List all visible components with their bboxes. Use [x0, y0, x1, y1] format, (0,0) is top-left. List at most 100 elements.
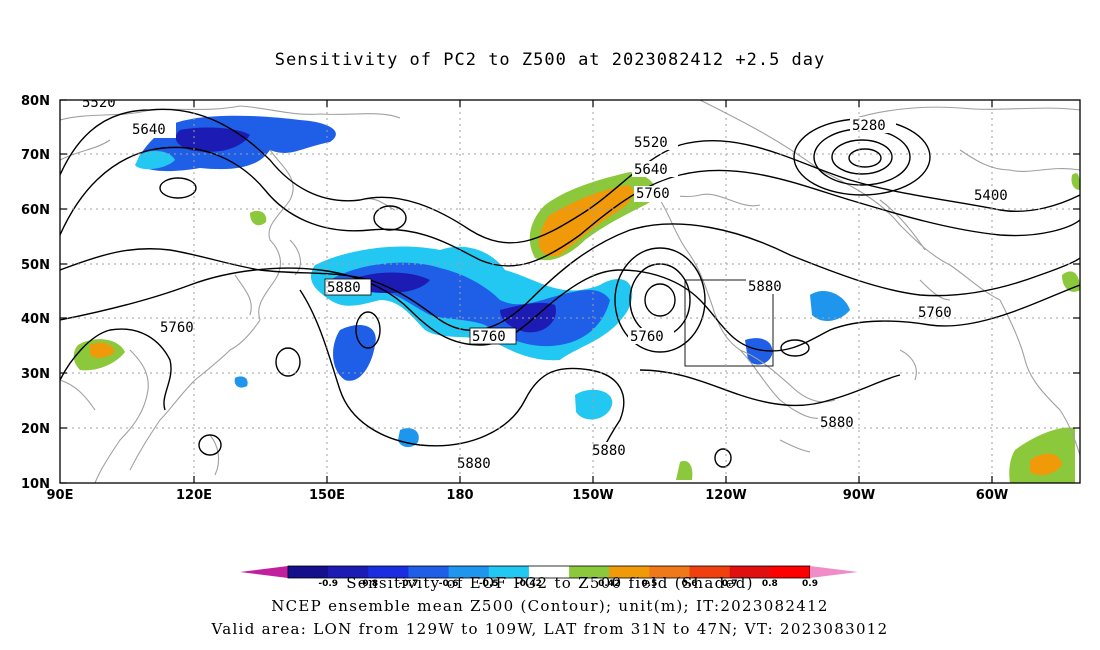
shaded-region-blue: [745, 338, 773, 365]
lat-label: 80N: [21, 94, 50, 109]
colorbar-label: 0.5: [641, 579, 657, 589]
lat-labels: 80N 70N 60N 50N 40N 30N 20N 10N: [21, 94, 50, 492]
colorbar-label: -0.5: [479, 579, 499, 589]
svg-text:5400: 5400: [974, 188, 1008, 204]
colorbar-cell: [368, 566, 409, 578]
contour-label: 5400: [972, 187, 1018, 204]
lat-label: 40N: [21, 312, 50, 327]
colorbar-label: -0.9: [318, 579, 338, 589]
colorbar-cell: [769, 566, 811, 578]
contour-label: 5880: [324, 278, 372, 296]
gridlines: [60, 100, 1080, 483]
svg-text:5760: 5760: [918, 305, 952, 321]
contour-label: 5880: [590, 442, 636, 459]
lon-labels: 90E 120E 150E 180 150W 120W 90W 60W: [47, 488, 1009, 503]
colorbar-cell: [448, 566, 490, 578]
colorbar-label: 0.8: [762, 579, 778, 589]
lat-label: 60N: [21, 203, 50, 218]
shaded-region-green: [676, 460, 693, 480]
colorbar-cell: [408, 566, 450, 578]
axis-ticks: [60, 99, 1080, 484]
shaded-region-green: [250, 210, 267, 226]
colorbar-cell: [569, 566, 610, 578]
svg-text:5880: 5880: [457, 456, 491, 472]
contour-label: 5760: [634, 186, 680, 202]
lon-label: 150E: [309, 488, 345, 503]
shaded-region-green: [1071, 173, 1080, 190]
colorbar-cell: [649, 566, 691, 578]
colorbar-cell: [729, 566, 771, 578]
lat-label: 30N: [21, 367, 50, 382]
colorbar-label: -0.7: [399, 579, 419, 589]
shaded-region-dark-blue: [175, 127, 250, 152]
lon-label: 150W: [572, 488, 613, 503]
svg-text:5640: 5640: [634, 162, 668, 178]
svg-text:5880: 5880: [327, 280, 361, 296]
caption-valid-area: Valid area: LON from 129W to 109W, LAT f…: [211, 620, 889, 638]
shaded-region-light-blue: [135, 150, 175, 170]
colorbar-label: 0.7: [722, 579, 738, 589]
colorbar-arrow-right: [810, 566, 858, 578]
colorbar-cell: [609, 566, 650, 578]
shaded-region-blue: [333, 325, 376, 381]
colorbar-label: -0.42: [516, 579, 542, 589]
z500-contours: [60, 108, 1080, 468]
colorbar-cell: [689, 566, 731, 578]
contour-label: 5520: [632, 134, 678, 151]
lon-label: 90E: [47, 488, 74, 503]
lon-label: 180: [446, 488, 473, 503]
lat-label: 10N: [21, 477, 50, 492]
contour-label: 5760: [158, 319, 204, 336]
caption-contour: NCEP ensemble mean Z500 (Contour); unit(…: [271, 597, 829, 615]
shaded-region-orange: [90, 342, 115, 358]
svg-text:5760: 5760: [160, 320, 194, 336]
contour-labels: 5520 5640 5520 5640 5760 5280 5400 5880 …: [80, 95, 1018, 472]
svg-text:5760: 5760: [630, 329, 664, 345]
shaded-region-blue: [234, 376, 248, 388]
sensitivity-shading: [73, 115, 1080, 483]
shaded-region-orange: [538, 185, 634, 257]
colorbar-cell: [328, 566, 369, 578]
lon-label: 90W: [843, 488, 875, 503]
colorbar-cell: [488, 566, 530, 578]
map-frame: [59, 99, 1081, 484]
contour-label: 5880: [455, 455, 501, 472]
colorbar-label: -0.8: [358, 579, 378, 589]
svg-text:5280: 5280: [852, 118, 886, 134]
svg-text:5880: 5880: [820, 415, 854, 431]
colorbar-cell: [528, 566, 570, 578]
lat-label: 20N: [21, 422, 50, 437]
contour-label: 5880: [818, 414, 864, 431]
shaded-region-orange: [1030, 453, 1062, 476]
lat-label: 70N: [21, 148, 50, 163]
lon-label: 120W: [705, 488, 746, 503]
shaded-region-blue: [810, 290, 850, 322]
lon-label: 60W: [976, 488, 1008, 503]
contour-label: 5760: [469, 327, 517, 345]
valid-area-box: [684, 279, 774, 367]
colorbar-label: 0.42: [598, 579, 620, 589]
svg-text:5880: 5880: [748, 279, 782, 295]
contour-label: 5280: [850, 117, 896, 134]
contour-label: 5640: [632, 161, 678, 178]
lon-label: 120E: [176, 488, 212, 503]
caption-shading: Sensitivity of EOF PC2 to Z500 field (Sh…: [346, 574, 754, 592]
contour-label: 5520: [80, 95, 126, 111]
contour-label: 5760: [916, 305, 962, 321]
shaded-region-blue: [575, 389, 613, 420]
svg-text:5880: 5880: [592, 443, 626, 459]
svg-text:5760: 5760: [636, 186, 670, 202]
colorbar-label: -0.6: [439, 579, 459, 589]
colorbar-cell: [288, 566, 329, 578]
colorbar-label: 0.6: [682, 579, 698, 589]
lat-label: 50N: [21, 258, 50, 273]
svg-text:5520: 5520: [634, 135, 668, 151]
contour-label: 5880: [746, 278, 792, 295]
colorbar-arrow-left: [240, 566, 288, 578]
contour-label: 5760: [628, 328, 674, 345]
svg-text:5760: 5760: [472, 329, 506, 345]
page-title: Sensitivity of PC2 to Z500 at 2023082412…: [274, 50, 826, 70]
svg-text:5640: 5640: [132, 122, 166, 138]
svg-text:5520: 5520: [82, 95, 116, 111]
